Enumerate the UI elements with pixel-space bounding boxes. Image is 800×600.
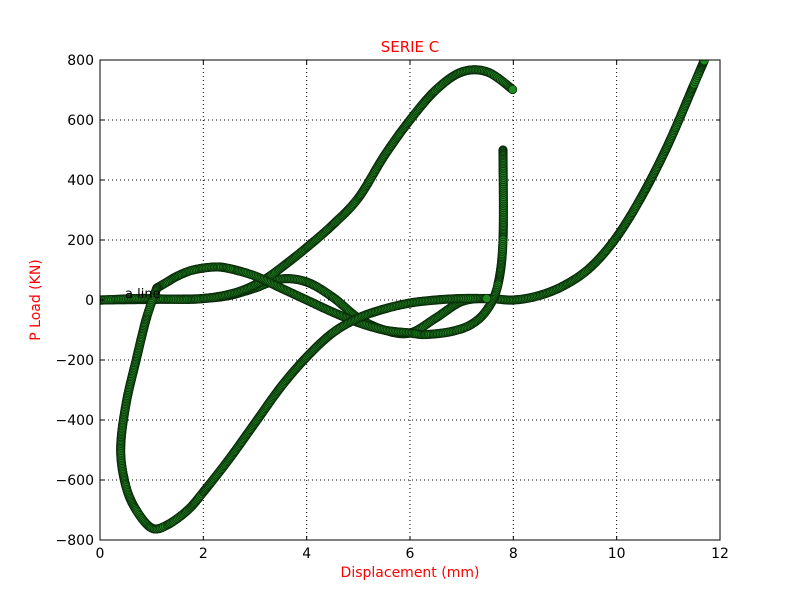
x-tick-label: 4 xyxy=(302,546,311,562)
y-tick-label: −800 xyxy=(56,533,94,549)
x-tick-label: 12 xyxy=(711,546,729,562)
chart-title: SERIE C xyxy=(381,38,440,56)
y-tick-label: −400 xyxy=(56,413,94,429)
marker-group xyxy=(100,60,709,534)
marker-layer xyxy=(100,60,709,534)
y-tick-labels: 800 600 400 200 0 −200 −400 −600 −800 xyxy=(56,53,94,549)
data-point xyxy=(482,293,492,304)
data-point xyxy=(699,60,709,66)
y-tick-label: 600 xyxy=(67,113,94,129)
x-tick-label: 6 xyxy=(406,546,415,562)
y-tick-label: 200 xyxy=(67,233,94,249)
x-tick-label: 0 xyxy=(96,546,105,562)
annotation-text: a line xyxy=(125,287,161,302)
y-tick-label: −600 xyxy=(56,473,94,489)
y-tick-label: 800 xyxy=(67,53,94,69)
x-tick-labels: 0 2 4 6 8 10 12 xyxy=(96,546,729,562)
y-axis-label: P Load (KN) xyxy=(28,259,44,341)
y-tick-label: −200 xyxy=(56,353,94,369)
x-tick-label: 8 xyxy=(509,546,518,562)
y-tick-label: 400 xyxy=(67,173,94,189)
x-tick-label: 2 xyxy=(199,546,208,562)
tick-layer xyxy=(99,59,721,541)
y-tick-label: 0 xyxy=(85,293,94,309)
x-axis-label: Displacement (mm) xyxy=(341,565,480,581)
x-tick-label: 10 xyxy=(608,546,626,562)
data-point xyxy=(508,84,518,95)
